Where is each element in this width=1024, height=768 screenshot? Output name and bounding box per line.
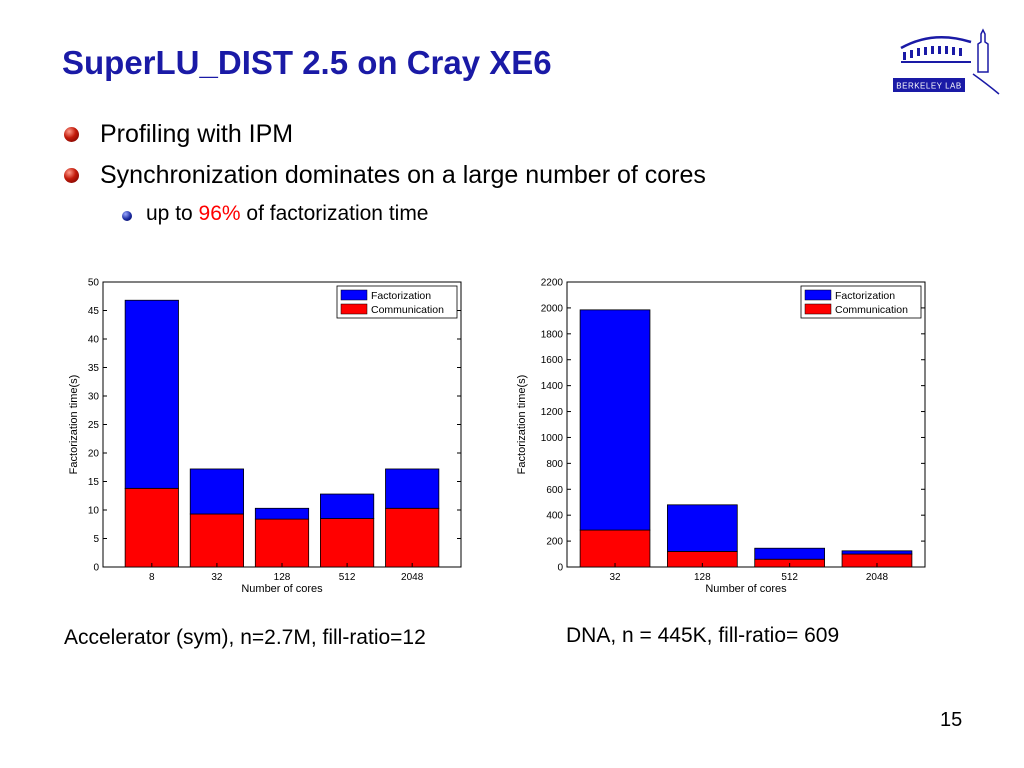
sub-bullet-suffix: of factorization time: [240, 202, 429, 225]
x-tick-label: 2048: [401, 572, 424, 583]
bar-factorization: [124, 299, 179, 489]
y-tick-label: 800: [546, 459, 563, 470]
x-axis-label: Number of cores: [705, 583, 787, 595]
bullet-marker-icon: [64, 168, 79, 183]
dna-bar-chart: 0 200 400 600 800 1000 1200 1400 1600 1800 2000 220…: [516, 278, 926, 595]
slide-title: SuperLU_DIST 2.5 on Cray XE6: [62, 44, 552, 81]
y-tick-label: 20: [88, 449, 100, 460]
legend-label: Communication: [835, 304, 908, 316]
x-tick-label: 128: [694, 572, 711, 583]
y-tick-label: 10: [88, 506, 100, 517]
y-axis-label: Factorization time(s): [516, 375, 528, 475]
sub-bullet-marker-icon: [122, 211, 132, 221]
bar-communication: [320, 518, 375, 568]
bar-factorization: [841, 550, 913, 555]
y-tick-label: 5: [93, 534, 99, 545]
bar-communication: [254, 518, 310, 568]
legend-label: Factorization: [835, 290, 895, 302]
bullet-marker-icon: [64, 127, 79, 142]
y-tick-label: 1400: [541, 381, 564, 392]
bar-factorization: [189, 468, 244, 515]
x-axis-label: Number of cores: [241, 583, 323, 595]
bar-factorization: [579, 309, 651, 531]
svg-text:BERKELEY LAB: BERKELEY LAB: [896, 82, 961, 91]
y-tick-label: 0: [557, 563, 563, 574]
x-tick-label: 32: [211, 572, 223, 583]
chart2-caption: DNA, n = 445K, fill-ratio= 609: [566, 624, 840, 647]
bar-communication: [385, 507, 440, 568]
bar-factorization: [320, 493, 375, 519]
x-tick-label: 8: [149, 572, 155, 583]
bar-communication: [579, 529, 651, 568]
y-tick-label: 40: [88, 335, 100, 346]
legend-swatch: [804, 303, 832, 315]
sub-bullet-text: up to 96% of factorization time: [146, 202, 429, 226]
legend-label: Communication: [371, 304, 444, 316]
y-tick-label: 2000: [541, 303, 564, 314]
y-tick-label: 0: [93, 563, 99, 574]
bar-factorization: [254, 507, 310, 520]
legend-swatch: [340, 289, 368, 301]
x-tick-label: 128: [274, 572, 291, 583]
bullet-text: Synchronization dominates on a large num…: [100, 161, 706, 189]
y-tick-label: 200: [546, 537, 563, 548]
legend-swatch: [804, 289, 832, 301]
y-tick-label: 1000: [541, 433, 564, 444]
y-tick-label: 35: [88, 363, 100, 374]
bullet-text: Profiling with IPM: [100, 120, 294, 148]
bar-communication: [189, 513, 244, 568]
sub-bullet-highlight: 96%: [198, 202, 241, 225]
bar-factorization: [385, 468, 440, 509]
y-tick-label: 400: [546, 511, 563, 522]
chart1-caption: Accelerator (sym), n=2.7M, fill-ratio=12: [64, 626, 426, 649]
legend-swatch: [340, 303, 368, 315]
y-tick-label: 50: [88, 278, 100, 289]
sub-bullet-prefix: up to: [146, 202, 199, 225]
y-tick-label: 1800: [541, 329, 564, 340]
x-tick-label: 32: [609, 572, 621, 583]
y-axis-label: Factorization time(s): [68, 375, 80, 475]
y-tick-label: 2200: [541, 278, 564, 289]
x-tick-label: 512: [339, 572, 356, 583]
y-tick-label: 45: [88, 306, 100, 317]
x-tick-label: 2048: [866, 572, 889, 583]
legend-label: Factorization: [371, 290, 431, 302]
y-tick-label: 1200: [541, 407, 564, 418]
y-tick-label: 600: [546, 485, 563, 496]
bar-factorization: [754, 547, 825, 560]
y-tick-label: 25: [88, 420, 100, 431]
berkeley-lab-logo: BERKELEY LAB: [893, 28, 1000, 95]
bar-communication: [124, 487, 179, 568]
bar-factorization: [667, 504, 738, 552]
x-tick-label: 512: [781, 572, 798, 583]
y-tick-label: 15: [88, 477, 100, 488]
y-tick-label: 1600: [541, 355, 564, 366]
accelerator-bar-chart: 0 5 10 15 20 25 30 35 40 45 50 8 32 128 512 2048 Number …: [68, 278, 462, 595]
page-number: 15: [940, 709, 963, 731]
y-tick-label: 30: [88, 392, 100, 403]
